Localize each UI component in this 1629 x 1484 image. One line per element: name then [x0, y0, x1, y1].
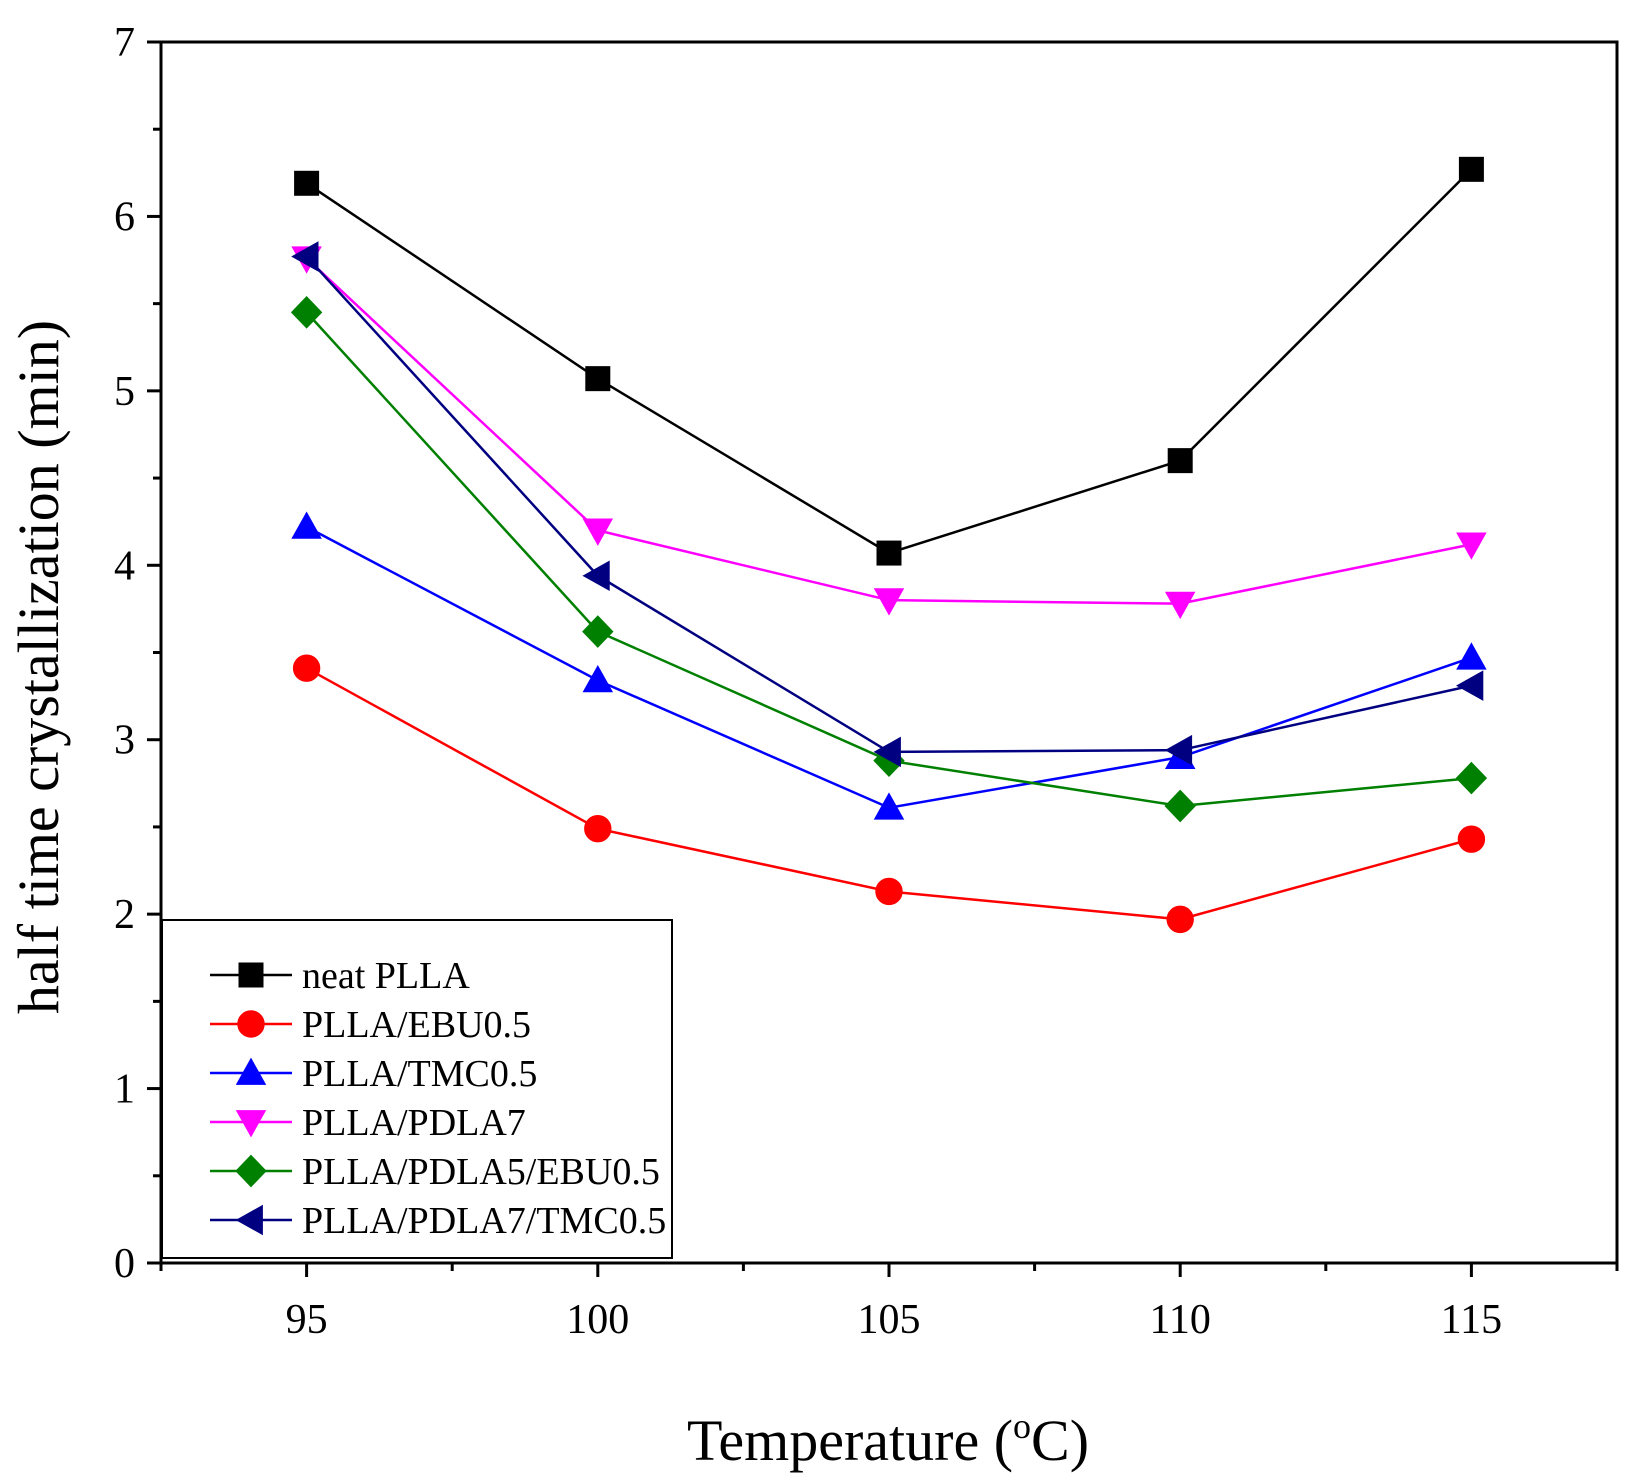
- data-point: [873, 736, 901, 768]
- y-tick-label: 6: [114, 194, 135, 240]
- x-tick-label: 95: [286, 1297, 328, 1343]
- data-point: [585, 366, 611, 392]
- x-axis-title-unit: C): [1031, 1408, 1089, 1473]
- y-tick-label: 1: [114, 1067, 135, 1113]
- y-tick-label: 5: [114, 369, 135, 415]
- series-1: [294, 156, 1484, 566]
- data-point: [1457, 825, 1486, 853]
- series-layer: [290, 156, 1488, 934]
- data-point: [873, 588, 905, 616]
- axis-ticks: 0 1 2 3 4 5 6 7 95 100 105 110 115: [114, 20, 1619, 1343]
- legend-marker: [235, 1057, 267, 1085]
- data-point: [584, 814, 612, 843]
- data-point: [582, 560, 610, 592]
- x-tick-label: 100: [566, 1297, 629, 1343]
- x-tick-label: 105: [858, 1297, 921, 1343]
- x-axis-title: Temperature (oC): [687, 1406, 1089, 1473]
- data-point: [1164, 591, 1196, 620]
- legend-marker: [235, 1110, 267, 1138]
- y-tick-label: 4: [114, 543, 135, 589]
- data-point: [1167, 448, 1193, 474]
- x-axis-title-degree: o: [1013, 1406, 1031, 1446]
- legend-item: PLLA/EBU0.5: [210, 1004, 531, 1046]
- data-point: [876, 540, 902, 566]
- y-tick-label: 2: [114, 892, 135, 938]
- data-point: [1456, 532, 1487, 560]
- legend-marker: [238, 962, 264, 988]
- data-point: [1458, 156, 1484, 182]
- data-point: [582, 518, 614, 546]
- legend-item: PLLA/PDLA7/TMC0.5: [210, 1200, 666, 1242]
- data-point: [1455, 670, 1484, 701]
- x-tick-label: 110: [1149, 1297, 1210, 1343]
- plot-frame-rect: [159, 40, 1619, 1265]
- axis-labels: half time crystallization (min) Temperat…: [6, 320, 1089, 1473]
- data-point: [291, 511, 322, 539]
- y-axis-title: half time crystallization (min): [6, 320, 71, 1014]
- data-point: [292, 654, 321, 682]
- data-point: [291, 241, 319, 272]
- series-line: [305, 168, 1473, 555]
- data-point: [290, 296, 323, 329]
- legend-item: PLLA/PDLA7: [210, 1102, 526, 1144]
- data-point: [1164, 789, 1196, 823]
- data-point: [1455, 761, 1488, 795]
- data-point: [294, 170, 320, 196]
- legend-label: PLLA/PDLA7/TMC0.5: [302, 1200, 666, 1242]
- plot-frame: [159, 40, 1619, 1265]
- legend-label: PLLA/EBU0.5: [302, 1004, 531, 1046]
- data-point: [1456, 642, 1487, 670]
- series-6: [291, 241, 1484, 768]
- legend-item: PLLA/PDLA5/EBU0.5: [210, 1151, 660, 1193]
- legend-label: PLLA/PDLA5/EBU0.5: [302, 1151, 660, 1193]
- y-tick-label: 3: [114, 718, 135, 764]
- data-point: [875, 877, 903, 906]
- legend-item: neat PLLA: [210, 955, 470, 997]
- data-point: [582, 615, 614, 648]
- data-point: [582, 664, 614, 693]
- series-2: [292, 654, 1486, 934]
- y-tick-label: 7: [114, 20, 135, 66]
- data-point: [873, 792, 905, 820]
- legend-marker: [237, 1010, 265, 1038]
- data-point: [1164, 734, 1193, 766]
- legend-marker: [235, 1154, 267, 1188]
- legend-marker: [235, 1204, 263, 1236]
- legend: neat PLLA PLLA/EBU0.5 PLLA/TMC0.5 PLLA/PDLA…: [161, 919, 673, 1259]
- legend-label: PLLA/TMC0.5: [302, 1053, 537, 1095]
- x-tick-label: 115: [1441, 1297, 1502, 1343]
- x-axis-title-main: Temperature (: [687, 1408, 1013, 1473]
- y-tick-label: 0: [114, 1241, 135, 1287]
- legend-label: neat PLLA: [302, 955, 470, 997]
- legend-item: PLLA/TMC0.5: [210, 1053, 537, 1095]
- legend-label: PLLA/PDLA7: [302, 1102, 526, 1144]
- data-point: [1166, 905, 1194, 934]
